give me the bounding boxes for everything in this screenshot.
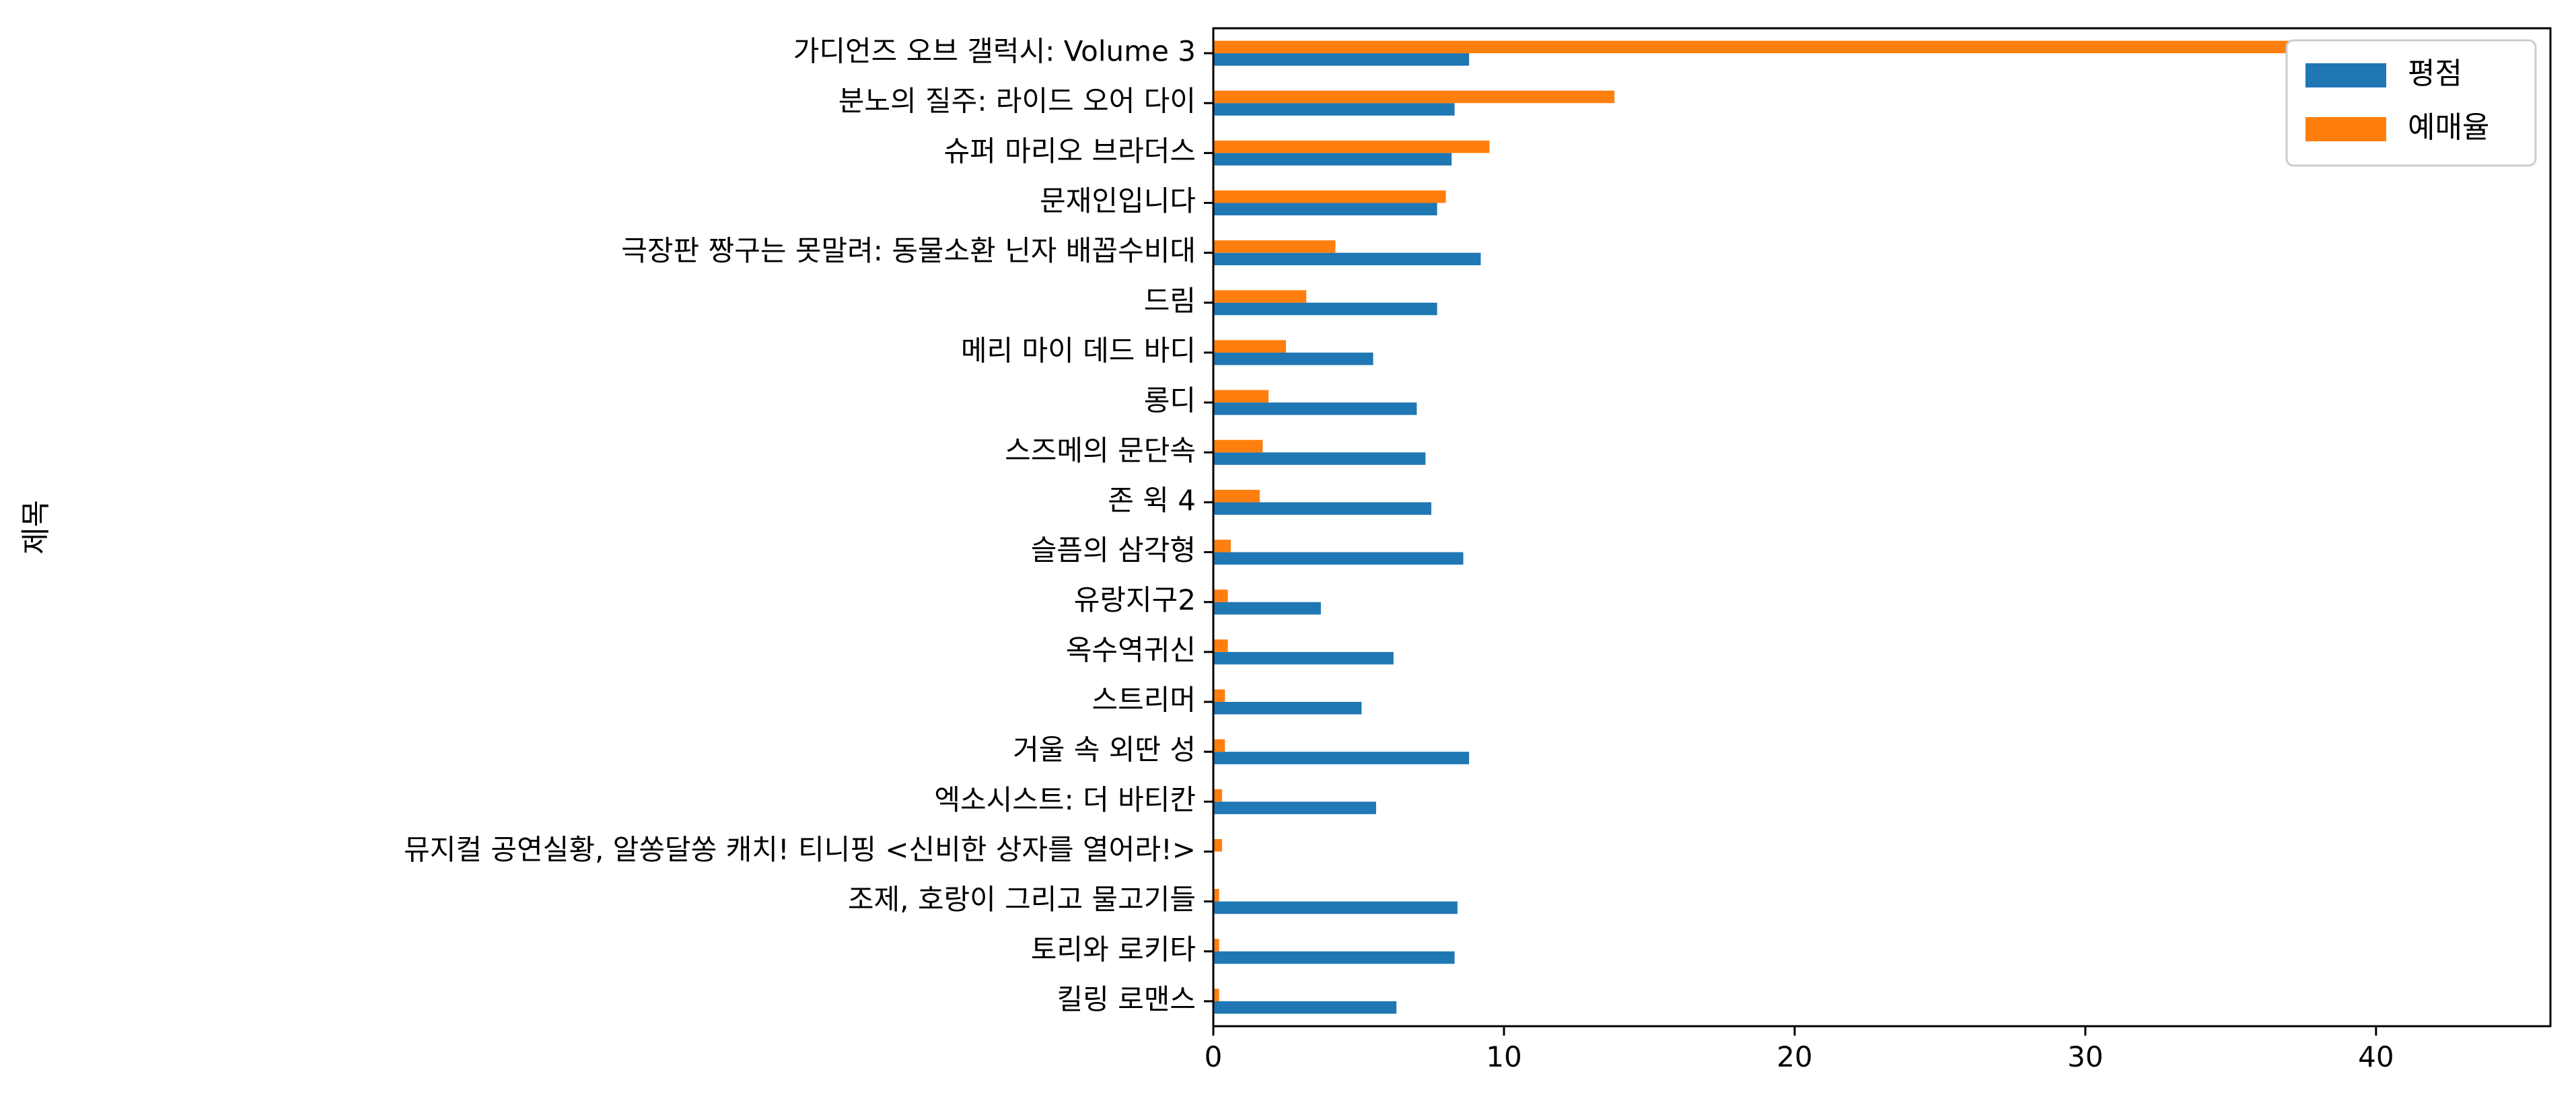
bar-rating — [1213, 602, 1321, 615]
bar-rating — [1213, 452, 1426, 465]
bar-booking-rate — [1213, 40, 2486, 54]
bar-booking-rate — [1213, 889, 1219, 902]
bar-rating — [1213, 153, 1452, 166]
bar-booking-rate — [1213, 939, 1219, 952]
x-tick-label: 20 — [1777, 1040, 1812, 1073]
y-axis-ticks: 킬링 로맨스 토리와 로키타 조제, 호랑이 그리고 물고기들 뮤지컬 공연실황, 알… — [404, 35, 1213, 1015]
y-tick-label: 거울 속 외딴 성 — [1013, 733, 1196, 766]
bar-booking-rate — [1213, 789, 1222, 802]
bar-rating — [1213, 552, 1464, 565]
legend-swatch — [2305, 63, 2386, 87]
bar-booking-rate — [1213, 390, 1269, 403]
y-tick-label: 스즈메의 문단속 — [1005, 434, 1196, 467]
bar-rating — [1213, 1001, 1397, 1014]
y-tick-label: 토리와 로키타 — [1031, 933, 1196, 966]
y-tick-label: 분노의 질주: 라이드 오어 다이 — [838, 85, 1196, 118]
legend-label: 예매율 — [2408, 110, 2489, 145]
y-tick-label: 킬링 로맨스 — [1057, 982, 1196, 1015]
y-axis-label: 제목 — [19, 500, 53, 554]
legend-label: 평점 — [2408, 57, 2462, 91]
bar-booking-rate — [1213, 290, 1307, 303]
bar-rating — [1213, 203, 1437, 216]
bar-booking-rate — [1213, 838, 1222, 852]
bar-rating — [1213, 302, 1437, 316]
y-tick-label: 메리 마이 데드 바디 — [961, 334, 1196, 367]
bar-rating — [1213, 702, 1362, 715]
y-tick-label: 문재인입니다 — [1040, 184, 1196, 217]
y-tick-label: 롱디 — [1144, 384, 1196, 417]
bar-rating — [1213, 402, 1417, 415]
bar-booking-rate — [1213, 589, 1228, 602]
y-tick-label: 스트리머 — [1092, 684, 1196, 717]
y-tick-label: 뮤지컬 공연실황, 알쏭달쏭 캐치! 티니핑 <신비한 상자를 열어라!> — [404, 833, 1196, 866]
x-tick-label: 0 — [1205, 1040, 1223, 1073]
y-tick-label: 조제, 호랑이 그리고 물고기들 — [848, 883, 1196, 916]
bar-booking-rate — [1213, 90, 1615, 104]
bar-rating — [1213, 951, 1455, 964]
bar-rating — [1213, 752, 1470, 764]
x-axis-ticks: 0 10 20 30 40 — [1205, 1026, 2394, 1073]
y-tick-label: 존 윅 4 — [1108, 484, 1196, 517]
legend-swatch — [2305, 117, 2386, 141]
bar-rating — [1213, 801, 1376, 814]
bar-rating — [1213, 651, 1394, 665]
y-tick-label: 드림 — [1144, 284, 1196, 317]
plot-frame — [1212, 27, 2552, 1028]
bar-rating — [1213, 53, 1470, 66]
y-tick-label: 유랑지구2 — [1074, 583, 1196, 616]
bar-booking-rate — [1213, 340, 1286, 353]
bar-booking-rate — [1213, 989, 1219, 1001]
x-tick-label: 30 — [2067, 1040, 2103, 1073]
y-tick-label: 옥수역귀신 — [1066, 633, 1196, 666]
bar-booking-rate — [1213, 689, 1225, 703]
x-tick-label: 10 — [1486, 1040, 1522, 1073]
bar-booking-rate — [1213, 489, 1260, 503]
bar-booking-rate — [1213, 739, 1225, 752]
bar-rating — [1213, 901, 1458, 914]
y-tick-label: 가디언즈 오브 갤럭시: Volume 3 — [793, 35, 1196, 68]
y-tick-label: 엑소시스트: 더 바티칸 — [934, 783, 1196, 816]
bar-booking-rate — [1213, 240, 1336, 253]
bar-booking-rate — [1213, 439, 1263, 453]
bars-group — [1213, 40, 2486, 1014]
bar-rating — [1213, 502, 1431, 515]
y-tick-label: 슬픔의 삼각형 — [1031, 534, 1196, 567]
bar-booking-rate — [1213, 639, 1228, 652]
bar-booking-rate — [1213, 190, 1446, 203]
y-tick-label: 슈퍼 마리오 브라더스 — [944, 135, 1196, 168]
bar-rating — [1213, 352, 1373, 365]
bar-booking-rate — [1213, 140, 1490, 153]
bar-rating — [1213, 252, 1481, 266]
bar-rating — [1213, 103, 1455, 116]
bar-booking-rate — [1213, 540, 1231, 552]
y-tick-label: 극장판 짱구는 못말려: 동물소환 닌자 배꼽수비대 — [621, 234, 1196, 267]
x-tick-label: 40 — [2358, 1040, 2394, 1073]
